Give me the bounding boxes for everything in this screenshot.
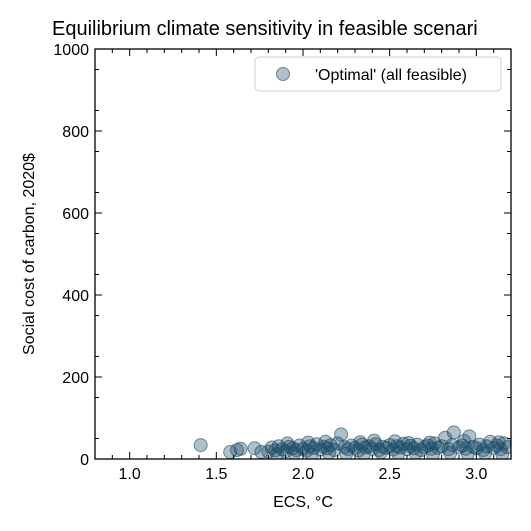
y-tick-label: 400: [62, 288, 89, 305]
data-point: [287, 446, 302, 459]
legend-label: 'Optimal' (all feasible): [315, 67, 467, 84]
y-axis-label: Social cost of carbon, 2020$: [21, 153, 38, 355]
data-point: [446, 425, 461, 440]
data-point: [391, 446, 406, 459]
data-point: [318, 434, 333, 449]
data-point: [280, 436, 295, 451]
x-tick-label: 2.5: [379, 466, 401, 483]
data-point: [500, 440, 511, 455]
y-tick-label: 1000: [53, 42, 89, 59]
data-point: [233, 441, 248, 456]
x-tick-label: 1.5: [205, 466, 227, 483]
data-point: [408, 446, 423, 459]
x-tick-label: 2.0: [292, 466, 314, 483]
data-point: [457, 434, 472, 448]
chart-title: Equilibrium climate sensitivity in feasi…: [52, 18, 478, 40]
data-point: [367, 433, 382, 448]
data-point: [339, 446, 354, 459]
data-point: [270, 447, 284, 459]
data-point: [334, 427, 349, 442]
x-tick-label: 3.0: [465, 466, 487, 483]
data-point: [401, 436, 416, 450]
axis-ticks: [94, 48, 512, 460]
data-point: [322, 445, 336, 459]
legend: 'Optimal' (all feasible): [254, 56, 502, 92]
data-point: [193, 438, 208, 453]
data-point: [353, 435, 368, 450]
y-tick-label: 200: [62, 370, 89, 387]
plot-area: [95, 49, 511, 459]
scatter-points: [193, 425, 511, 459]
x-tick-label: 1.0: [119, 466, 141, 483]
plot-frame: [94, 48, 512, 460]
data-point: [387, 434, 402, 449]
tick-labels: 1.0 1.5 2.0 2.5 3.0 0 200 400 600 800 1000: [53, 42, 487, 483]
data-point: [478, 446, 492, 459]
data-point: [422, 435, 437, 450]
y-tick-label: 800: [62, 124, 89, 141]
y-tick-label: 600: [62, 206, 89, 223]
data-point: [374, 445, 388, 459]
data-point: [491, 435, 506, 450]
y-tick-label: 0: [80, 452, 89, 469]
x-axis-label: ECS, °C: [273, 494, 333, 511]
legend-box: [254, 56, 502, 92]
legend-marker: [276, 67, 290, 81]
data-point: [443, 445, 458, 459]
data-point: [460, 446, 475, 459]
data-point: [247, 441, 262, 456]
data-point: [301, 435, 316, 450]
